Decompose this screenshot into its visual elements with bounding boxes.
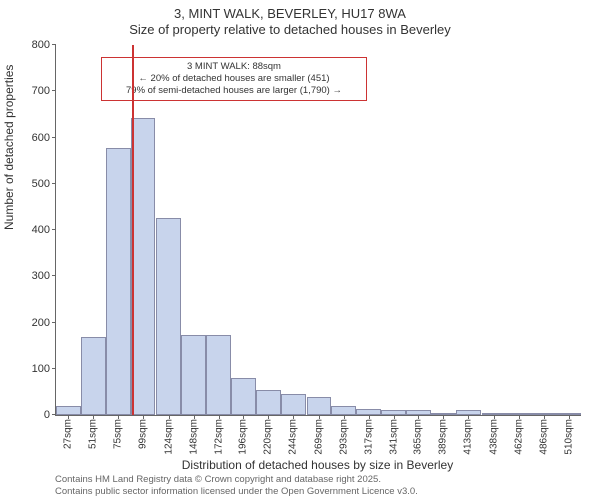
attribution-line1: Contains HM Land Registry data © Crown c… bbox=[55, 474, 418, 485]
annotation-line3: 79% of semi-detached houses are larger (… bbox=[108, 85, 360, 97]
histogram-bar bbox=[181, 335, 206, 415]
y-tick-label: 100 bbox=[32, 363, 56, 375]
x-tick-label: 196sqm bbox=[238, 415, 249, 455]
y-tick-mark bbox=[52, 44, 56, 45]
histogram-bar bbox=[56, 406, 81, 415]
histogram-bar bbox=[106, 148, 131, 415]
x-tick-label: 99sqm bbox=[137, 415, 148, 449]
x-tick-label: 389sqm bbox=[438, 415, 449, 455]
x-tick-label: 317sqm bbox=[363, 415, 374, 455]
histogram-bar bbox=[307, 397, 332, 416]
x-tick-label: 124sqm bbox=[163, 415, 174, 455]
y-tick-mark bbox=[52, 229, 56, 230]
y-tick-mark bbox=[52, 90, 56, 91]
y-tick-label: 400 bbox=[32, 224, 56, 236]
histogram-bar bbox=[131, 118, 156, 415]
histogram-bar bbox=[431, 413, 456, 415]
annotation-line1: 3 MINT WALK: 88sqm bbox=[108, 61, 360, 73]
x-tick-label: 486sqm bbox=[538, 415, 549, 455]
attribution-line2: Contains public sector information licen… bbox=[55, 486, 418, 497]
y-tick-mark bbox=[52, 275, 56, 276]
histogram-bar bbox=[256, 390, 281, 415]
histogram-bar bbox=[456, 410, 481, 415]
histogram-bar bbox=[506, 413, 531, 415]
histogram-bar bbox=[356, 409, 381, 415]
annotation-line2: ← 20% of detached houses are smaller (45… bbox=[108, 73, 360, 85]
x-tick-label: 365sqm bbox=[413, 415, 424, 455]
x-tick-label: 341sqm bbox=[388, 415, 399, 455]
y-tick-mark bbox=[52, 137, 56, 138]
y-axis-label: Number of detached properties bbox=[2, 65, 16, 230]
histogram-bar bbox=[156, 218, 181, 415]
y-tick-label: 500 bbox=[32, 178, 56, 190]
x-tick-label: 244sqm bbox=[288, 415, 299, 455]
y-tick-label: 700 bbox=[32, 85, 56, 97]
histogram-bar bbox=[281, 394, 306, 415]
histogram-bar bbox=[556, 413, 581, 415]
chart-title-line2: Size of property relative to detached ho… bbox=[0, 22, 580, 37]
histogram-bar bbox=[482, 413, 507, 415]
reference-line bbox=[132, 45, 134, 415]
histogram-bar bbox=[531, 413, 556, 415]
x-tick-label: 293sqm bbox=[338, 415, 349, 455]
y-tick-mark bbox=[52, 183, 56, 184]
histogram-bar bbox=[206, 335, 231, 415]
chart-title-line1: 3, MINT WALK, BEVERLEY, HU17 8WA bbox=[0, 6, 580, 21]
x-tick-label: 220sqm bbox=[263, 415, 274, 455]
x-tick-label: 148sqm bbox=[188, 415, 199, 455]
histogram-bar bbox=[381, 410, 406, 415]
histogram-bar bbox=[231, 378, 256, 415]
y-tick-label: 600 bbox=[32, 132, 56, 144]
x-tick-label: 413sqm bbox=[463, 415, 474, 455]
annotation-box: 3 MINT WALK: 88sqm ← 20% of detached hou… bbox=[101, 57, 367, 101]
x-tick-label: 269sqm bbox=[314, 415, 325, 455]
plot-area: 3 MINT WALK: 88sqm ← 20% of detached hou… bbox=[55, 45, 581, 416]
y-tick-label: 200 bbox=[32, 317, 56, 329]
x-tick-label: 51sqm bbox=[88, 415, 99, 449]
y-tick-label: 300 bbox=[32, 270, 56, 282]
y-tick-label: 0 bbox=[44, 409, 56, 421]
y-tick-mark bbox=[52, 368, 56, 369]
histogram-bar bbox=[331, 406, 356, 415]
attribution: Contains HM Land Registry data © Crown c… bbox=[55, 474, 418, 497]
chart-container: 3, MINT WALK, BEVERLEY, HU17 8WA Size of… bbox=[0, 0, 600, 500]
y-tick-mark bbox=[52, 322, 56, 323]
x-axis-label: Distribution of detached houses by size … bbox=[55, 458, 580, 472]
x-tick-label: 510sqm bbox=[563, 415, 574, 455]
histogram-bar bbox=[406, 410, 431, 415]
x-tick-label: 75sqm bbox=[113, 415, 124, 449]
x-tick-label: 438sqm bbox=[489, 415, 500, 455]
y-tick-label: 800 bbox=[32, 39, 56, 51]
x-tick-label: 462sqm bbox=[513, 415, 524, 455]
histogram-bar bbox=[81, 337, 106, 415]
x-tick-label: 172sqm bbox=[213, 415, 224, 455]
x-tick-label: 27sqm bbox=[63, 415, 74, 449]
